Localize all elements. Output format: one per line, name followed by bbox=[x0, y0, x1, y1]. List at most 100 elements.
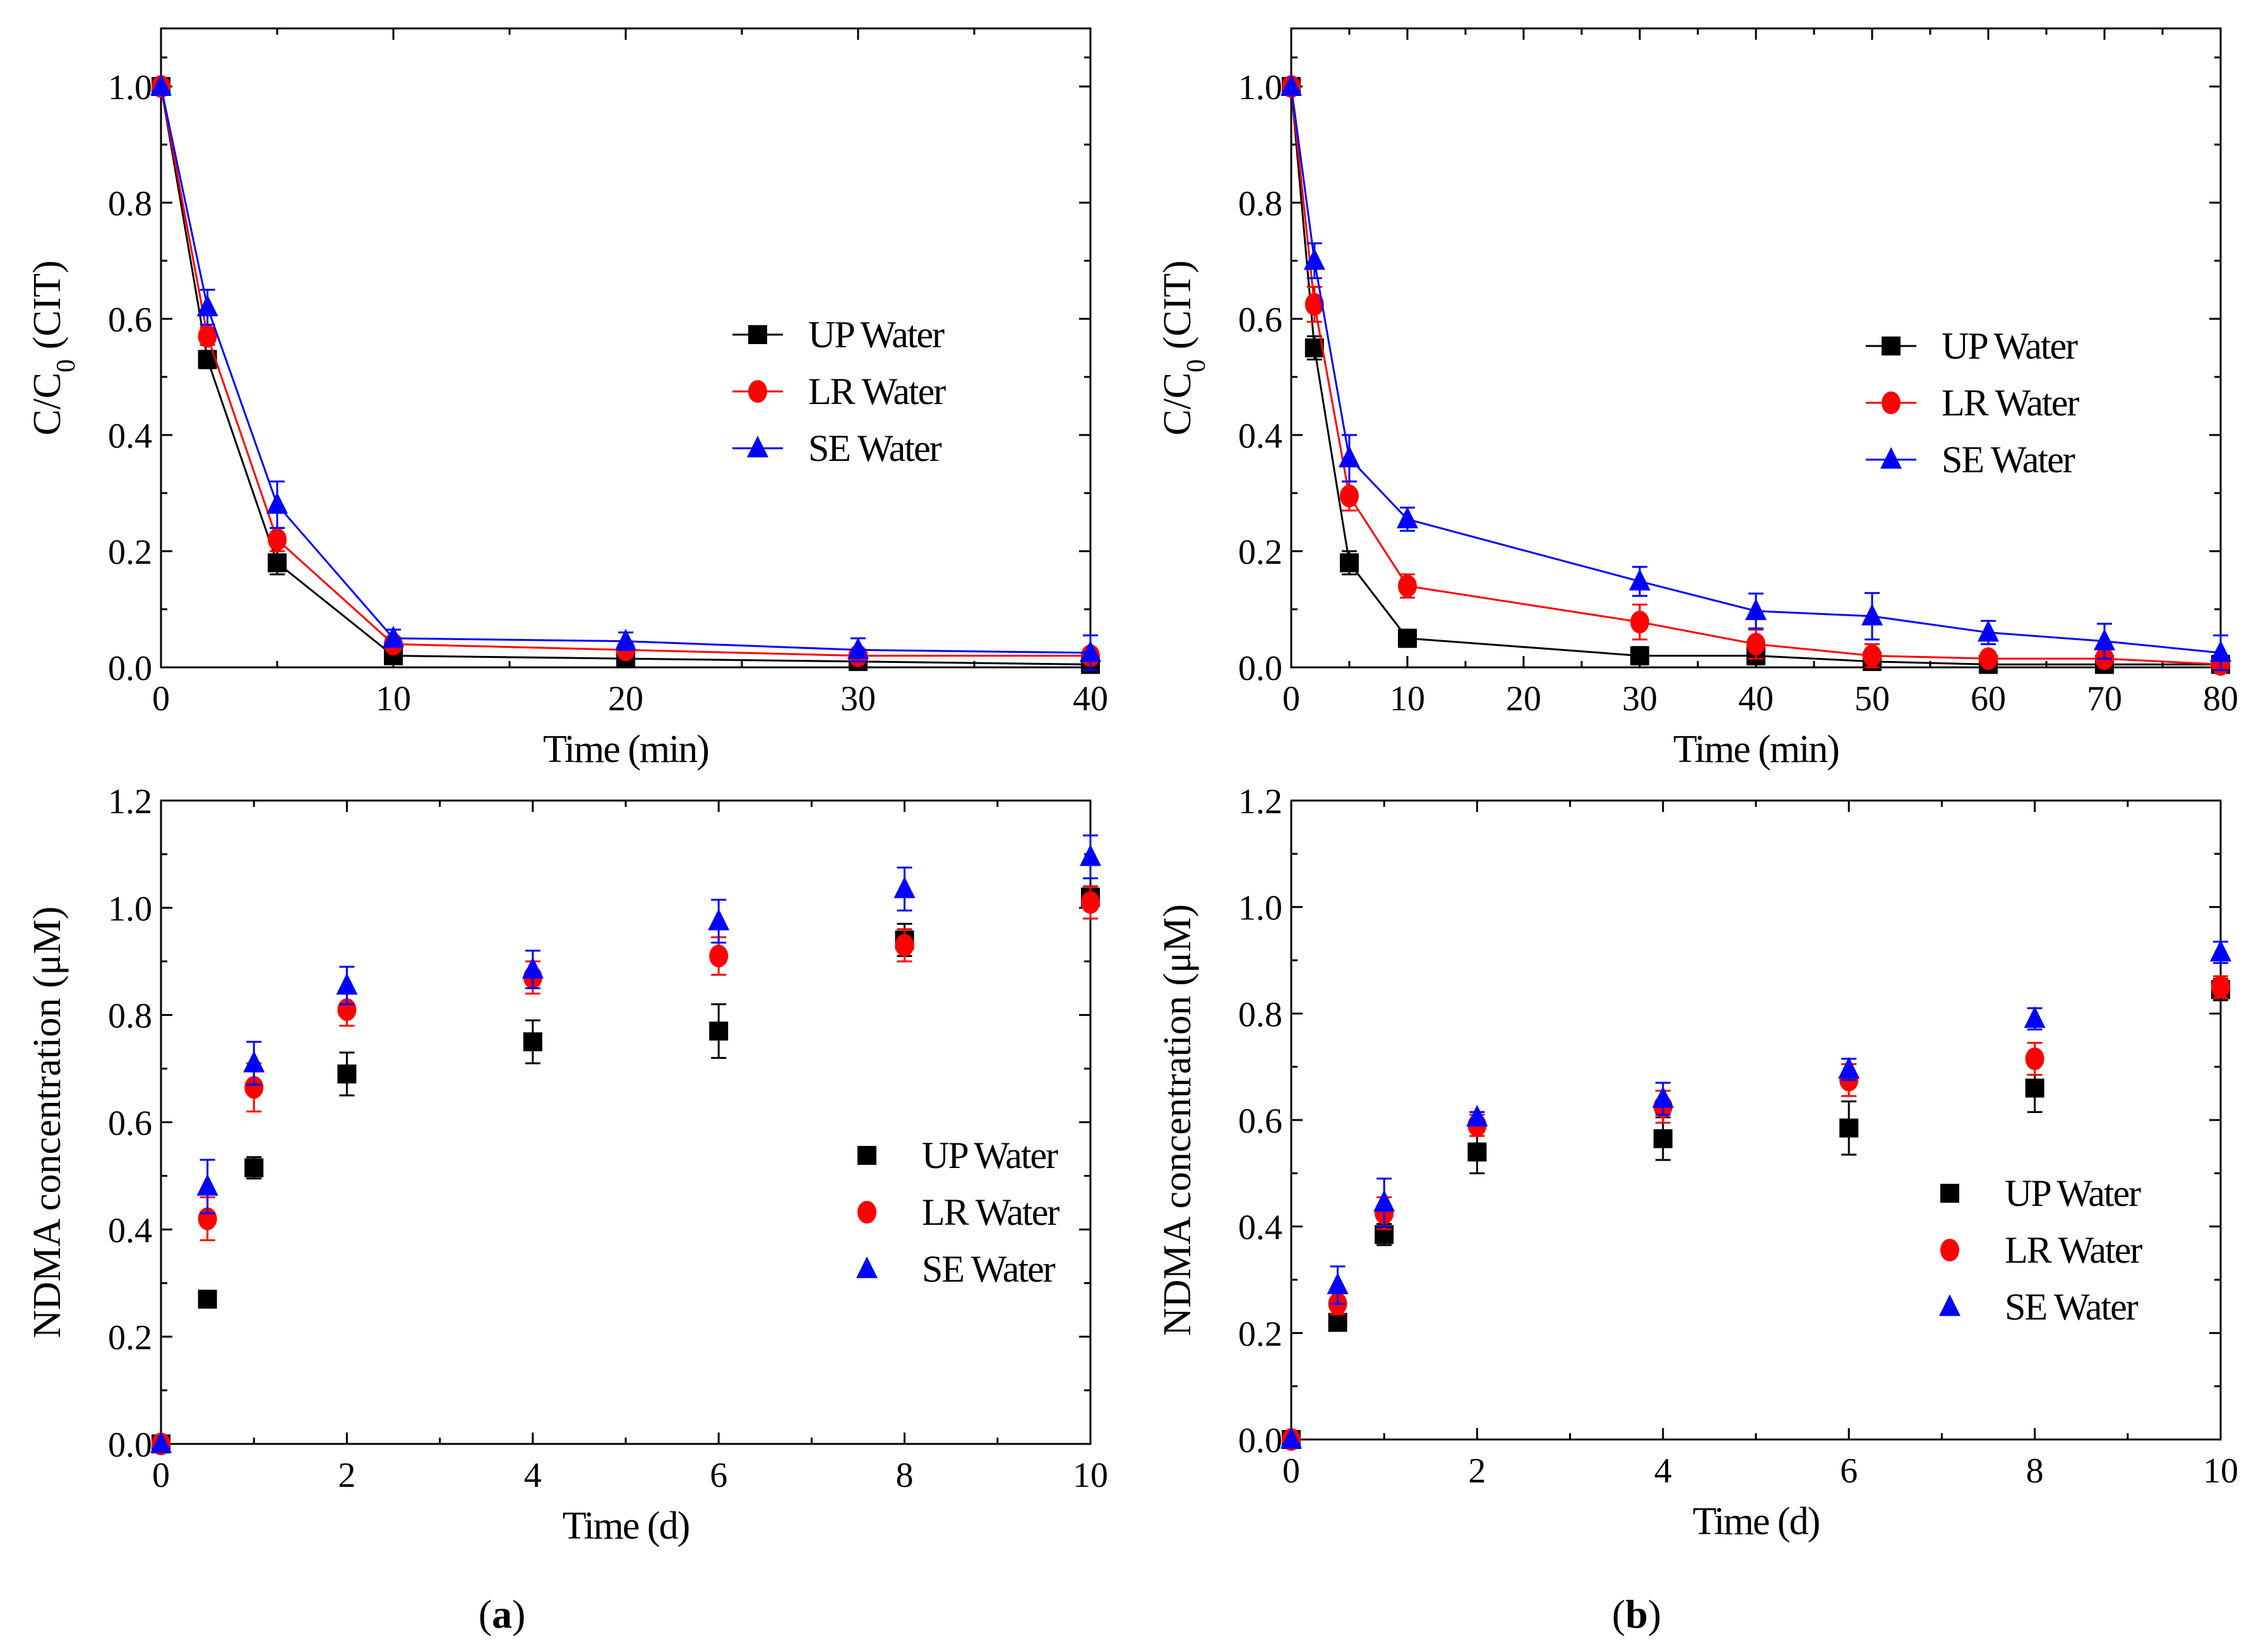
y-tick-label: 0.2 bbox=[1238, 1314, 1282, 1354]
x-tick-label: 0 bbox=[1282, 679, 1300, 718]
chart-top-right: 0 10 20 30 40 50 60 70 80 0.0 0.2 0.4 0.6 0.8 1.0 Time … bbox=[1156, 27, 2238, 771]
data-point bbox=[2210, 640, 2231, 662]
y-tick-label: 0.4 bbox=[108, 1211, 152, 1250]
legend-marker bbox=[856, 1256, 878, 1278]
data-point bbox=[1745, 598, 1767, 621]
series-line bbox=[160, 86, 1091, 665]
x-tick-label: 4 bbox=[524, 1456, 542, 1495]
y-axis-label-suffix: (CIT) bbox=[26, 260, 69, 359]
y-axis-label-subscript: 0 bbox=[52, 359, 81, 373]
data-point bbox=[1467, 1142, 1487, 1162]
legend-label: LR Water bbox=[922, 1191, 1059, 1233]
axes: 0 10 20 30 40 0.0 0.2 0.4 0.6 0.8 1.0 Time (min) C/C… bbox=[26, 27, 1108, 771]
y-tick-label: 1.0 bbox=[108, 890, 152, 929]
x-tick-label: 40 bbox=[1073, 679, 1108, 718]
legend-item-lr-water: LR Water bbox=[1866, 382, 2080, 424]
data-point bbox=[893, 876, 916, 898]
x-tick-label: 2 bbox=[1468, 1451, 1486, 1491]
series-lr-water bbox=[152, 75, 1100, 667]
legend: UP Water LR Water SE Water bbox=[1939, 1172, 2144, 1328]
data-point bbox=[522, 957, 544, 979]
data-point bbox=[2025, 1078, 2044, 1098]
x-tick-label: 70 bbox=[2087, 679, 2122, 718]
x-tick-label: 2 bbox=[338, 1456, 355, 1495]
data-point bbox=[196, 294, 218, 316]
panel-caption-a: (a) bbox=[479, 1592, 526, 1636]
data-point bbox=[1080, 844, 1101, 866]
legend: UP Water LR Water SE Water bbox=[732, 314, 947, 469]
legend-marker bbox=[857, 1201, 876, 1224]
data-point bbox=[1979, 647, 1998, 671]
legend-marker bbox=[747, 436, 768, 458]
chart-bottom-right: 0 2 4 6 8 10 0.0 0.2 0.4 0.6 0.8 1.0 1.2 Time (d) NDMA… bbox=[1156, 782, 2238, 1543]
x-tick-label: 10 bbox=[2203, 1451, 2238, 1491]
y-tick-label: 1.2 bbox=[108, 782, 152, 821]
data-point bbox=[708, 909, 730, 931]
x-tick-label: 0 bbox=[152, 679, 170, 718]
data-point bbox=[1629, 569, 1650, 591]
legend-marker bbox=[1882, 391, 1901, 414]
data-point bbox=[2024, 1006, 2046, 1028]
data-point bbox=[895, 934, 914, 957]
x-tick-label: 8 bbox=[896, 1456, 914, 1495]
x-tick-label: 10 bbox=[376, 679, 411, 718]
data-point bbox=[266, 492, 288, 514]
data-point bbox=[268, 528, 287, 551]
y-axis-label: C/C0 (CIT) bbox=[26, 260, 81, 436]
legend-label: UP Water bbox=[1942, 325, 2078, 367]
data-point bbox=[244, 1158, 264, 1177]
chart-top-left: 0 10 20 30 40 0.0 0.2 0.4 0.6 0.8 1.0 Time (min) C/C… bbox=[26, 27, 1108, 771]
y-tick-label: 0.0 bbox=[1238, 649, 1282, 688]
legend-label: LR Water bbox=[2005, 1229, 2142, 1271]
y-axis-label: NDMA concentration (μM) bbox=[1156, 904, 1199, 1336]
axes: 0 2 4 6 8 10 0.0 0.2 0.4 0.6 0.8 1.0 1.2 Time (d) NDMA… bbox=[1156, 782, 2238, 1543]
legend-item-se-water: SE Water bbox=[1866, 439, 2077, 480]
data-point bbox=[268, 553, 287, 573]
y-axis-label-subscript: 0 bbox=[1182, 359, 1211, 373]
axes: 0 2 4 6 8 10 0.0 0.2 0.4 0.6 0.8 1.0 1.2 Time (d) NDMA… bbox=[26, 782, 1108, 1547]
data-point bbox=[1340, 553, 1359, 573]
data-point bbox=[1397, 506, 1418, 528]
y-tick-label: 0.4 bbox=[108, 417, 152, 456]
data-point bbox=[847, 637, 869, 659]
series-se-water bbox=[150, 74, 1101, 672]
y-tick-label: 1.0 bbox=[1238, 889, 1282, 928]
y-tick-label: 0.0 bbox=[1238, 1421, 1282, 1460]
data-point bbox=[1466, 1104, 1488, 1127]
data-point bbox=[2025, 1047, 2044, 1071]
y-tick-label: 0.8 bbox=[1238, 995, 1282, 1034]
y-tick-label: 0.0 bbox=[108, 649, 152, 688]
legend-item-lr-water: LR Water bbox=[732, 371, 947, 412]
data-point bbox=[150, 74, 172, 96]
y-tick-label: 0.6 bbox=[108, 1104, 152, 1143]
chart-bottom-left: 0 2 4 6 8 10 0.0 0.2 0.4 0.6 0.8 1.0 1.2 Time (d) NDMA… bbox=[26, 782, 1108, 1547]
data-point bbox=[1373, 1189, 1395, 1212]
data-point bbox=[1339, 445, 1360, 468]
legend-label: SE Water bbox=[2005, 1286, 2139, 1328]
x-tick-label: 6 bbox=[1840, 1451, 1858, 1491]
legend-item-se-water: SE Water bbox=[1939, 1286, 2140, 1328]
x-tick-label: 6 bbox=[710, 1456, 727, 1495]
data-point bbox=[1863, 644, 1882, 667]
y-tick-label: 0.4 bbox=[1238, 1208, 1282, 1248]
legend-label: SE Water bbox=[922, 1248, 1056, 1290]
legend: UP Water LR Water SE Water bbox=[1866, 325, 2080, 480]
data-point bbox=[1280, 1427, 1302, 1449]
data-point bbox=[244, 1076, 264, 1099]
legend-marker bbox=[857, 1146, 876, 1165]
y-tick-label: 0.6 bbox=[1238, 1102, 1282, 1141]
data-point bbox=[1839, 1118, 1859, 1138]
data-point bbox=[615, 628, 636, 650]
data-point bbox=[1630, 646, 1649, 665]
series-se-water bbox=[1280, 939, 2231, 1449]
y-tick-label: 0.4 bbox=[1238, 417, 1282, 456]
x-axis-label: Time (d) bbox=[1693, 1500, 1819, 1543]
x-tick-label: 0 bbox=[152, 1456, 170, 1495]
data-point bbox=[2094, 628, 2115, 650]
data-point bbox=[1081, 891, 1100, 914]
legend-marker bbox=[1940, 1239, 1959, 1261]
legend-marker bbox=[1939, 1294, 1961, 1316]
data-point bbox=[1978, 619, 1999, 642]
x-tick-label: 30 bbox=[840, 679, 876, 718]
